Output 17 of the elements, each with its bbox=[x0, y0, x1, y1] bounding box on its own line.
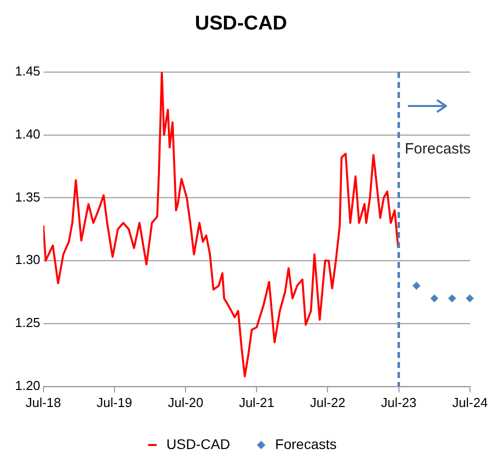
y-tick-label: 1.35 bbox=[14, 189, 40, 204]
x-tick-label: Jul-23 bbox=[381, 394, 416, 410]
x-tick-label: Jul-20 bbox=[168, 394, 204, 410]
y-tick-label: 1.40 bbox=[14, 126, 40, 142]
y-tick-label: 1.30 bbox=[14, 252, 40, 268]
y-tick-label: 1.20 bbox=[14, 378, 40, 393]
x-tick-label: Jul-19 bbox=[96, 394, 132, 410]
x-tick-label: Jul-21 bbox=[238, 394, 274, 410]
x-tick-label: Jul-18 bbox=[26, 394, 62, 410]
x-tick-label: Jul-24 bbox=[452, 394, 488, 410]
legend-label: Forecasts bbox=[275, 436, 337, 452]
y-tick-label: 1.25 bbox=[14, 315, 40, 330]
chart-title: USD-CAD bbox=[194, 12, 288, 35]
legend-label: USD-CAD bbox=[166, 436, 230, 452]
ref-line-label: Forecasts bbox=[404, 140, 471, 158]
x-tick-label: Jul-22 bbox=[310, 394, 346, 410]
y-tick-label: 1.45 bbox=[14, 64, 40, 79]
